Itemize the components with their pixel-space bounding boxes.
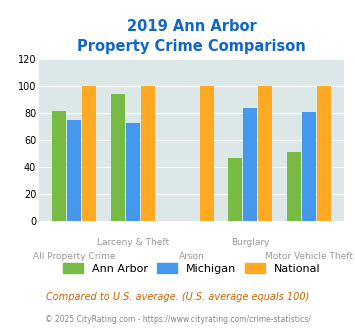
Bar bbox=[141, 86, 155, 221]
Text: Compared to U.S. average. (U.S. average equals 100): Compared to U.S. average. (U.S. average … bbox=[46, 292, 309, 302]
Bar bbox=[52, 111, 66, 221]
Bar bbox=[67, 120, 81, 221]
Bar bbox=[228, 158, 242, 221]
Bar bbox=[111, 94, 125, 221]
Bar bbox=[302, 112, 316, 221]
Text: Larceny & Theft: Larceny & Theft bbox=[97, 238, 169, 247]
Bar bbox=[126, 123, 140, 221]
Text: All Property Crime: All Property Crime bbox=[33, 252, 115, 261]
Bar bbox=[317, 86, 331, 221]
Bar bbox=[82, 86, 96, 221]
Text: © 2025 CityRating.com - https://www.cityrating.com/crime-statistics/: © 2025 CityRating.com - https://www.city… bbox=[45, 315, 310, 324]
Bar bbox=[244, 108, 257, 221]
Legend: Ann Arbor, Michigan, National: Ann Arbor, Michigan, National bbox=[59, 259, 325, 279]
Bar bbox=[258, 86, 272, 221]
Text: Arson: Arson bbox=[179, 252, 204, 261]
Bar bbox=[200, 86, 214, 221]
Text: Burglary: Burglary bbox=[231, 238, 270, 247]
Bar bbox=[287, 152, 301, 221]
Title: 2019 Ann Arbor
Property Crime Comparison: 2019 Ann Arbor Property Crime Comparison bbox=[77, 19, 306, 54]
Text: Motor Vehicle Theft: Motor Vehicle Theft bbox=[265, 252, 353, 261]
